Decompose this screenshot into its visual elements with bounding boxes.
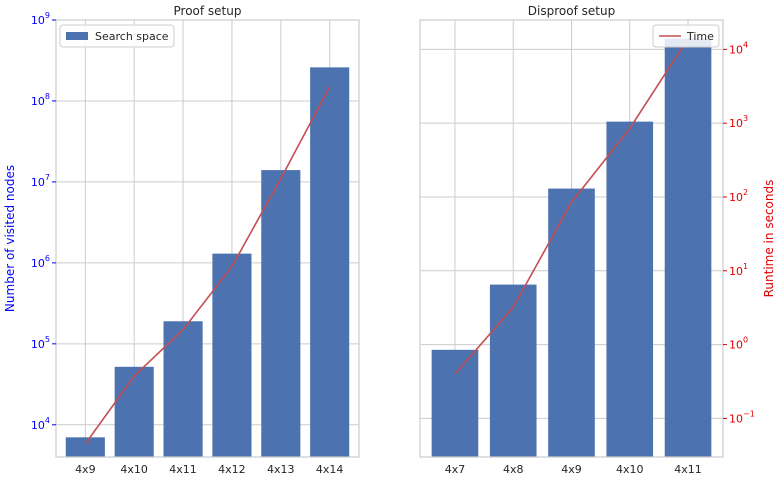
y-tick-label: 100 — [729, 336, 748, 352]
proof-legend: Search space — [59, 24, 175, 48]
x-tick-label: 4x7 — [445, 463, 466, 476]
bar — [431, 349, 479, 457]
bar — [310, 67, 350, 458]
proof-legend-swatch — [66, 32, 88, 40]
disproof-legend-box — [652, 24, 720, 48]
y-tick-label: 107 — [31, 173, 50, 189]
bar — [261, 170, 301, 457]
disproof-line — [454, 38, 689, 375]
bar — [489, 284, 537, 457]
bar — [114, 366, 154, 457]
proof-x-ticks: 4x9 4x10 4x11 4x12 4x13 4x14 — [75, 463, 343, 476]
y-tick-label: 101 — [729, 262, 748, 278]
y-tick-label: 106 — [31, 254, 50, 270]
proof-y-axis-label: Number of visited nodes — [3, 165, 17, 312]
series-line — [454, 38, 689, 375]
y-tick-label: 104 — [31, 416, 50, 432]
proof-line — [84, 86, 331, 445]
y-tick-label: 10−1 — [729, 409, 755, 425]
y-tick-label: 103 — [729, 114, 748, 130]
disproof-legend: Time — [652, 24, 720, 48]
x-tick-label: 4x11 — [674, 463, 702, 476]
proof-bars — [65, 67, 350, 458]
y-tick-label: 109 — [31, 11, 50, 27]
y-tick-label: 108 — [31, 92, 50, 108]
proof-title: Proof setup — [174, 4, 242, 18]
disproof-title: Disproof setup — [528, 4, 615, 18]
x-tick-label: 4x10 — [616, 463, 644, 476]
y-tick-label: 102 — [729, 188, 748, 204]
x-tick-label: 4x13 — [267, 463, 295, 476]
proof-legend-label: Search space — [95, 30, 169, 43]
disproof-bars — [431, 38, 712, 458]
bar — [212, 253, 252, 457]
bar — [664, 38, 712, 458]
x-tick-label: 4x11 — [169, 463, 197, 476]
bar — [548, 188, 595, 458]
x-tick-label: 4x10 — [120, 463, 148, 476]
disproof-frame — [419, 19, 724, 458]
x-tick-label: 4x8 — [503, 463, 524, 476]
bar — [65, 437, 105, 457]
proof-y-ticks: 104 105 106 107 108 109 — [31, 11, 56, 432]
x-tick-label: 4x12 — [218, 463, 246, 476]
x-tick-label: 4x14 — [316, 463, 344, 476]
x-tick-label: 4x9 — [75, 463, 96, 476]
series-line — [84, 86, 331, 445]
disproof-y2-axis-label: Runtime in seconds — [762, 180, 776, 298]
bar — [163, 321, 203, 457]
x-tick-label: 4x9 — [561, 463, 582, 476]
bar — [606, 121, 654, 458]
disproof-legend-label: Time — [686, 30, 714, 43]
y-tick-label: 105 — [31, 335, 50, 351]
disproof-y2-ticks: 10−1 100 101 102 103 104 — [723, 40, 755, 425]
proof-frame — [55, 19, 360, 458]
y-tick-label: 104 — [729, 40, 748, 56]
proof-legend-box — [59, 24, 175, 48]
disproof-x-ticks: 4x7 4x8 4x9 4x10 4x11 — [445, 463, 702, 476]
